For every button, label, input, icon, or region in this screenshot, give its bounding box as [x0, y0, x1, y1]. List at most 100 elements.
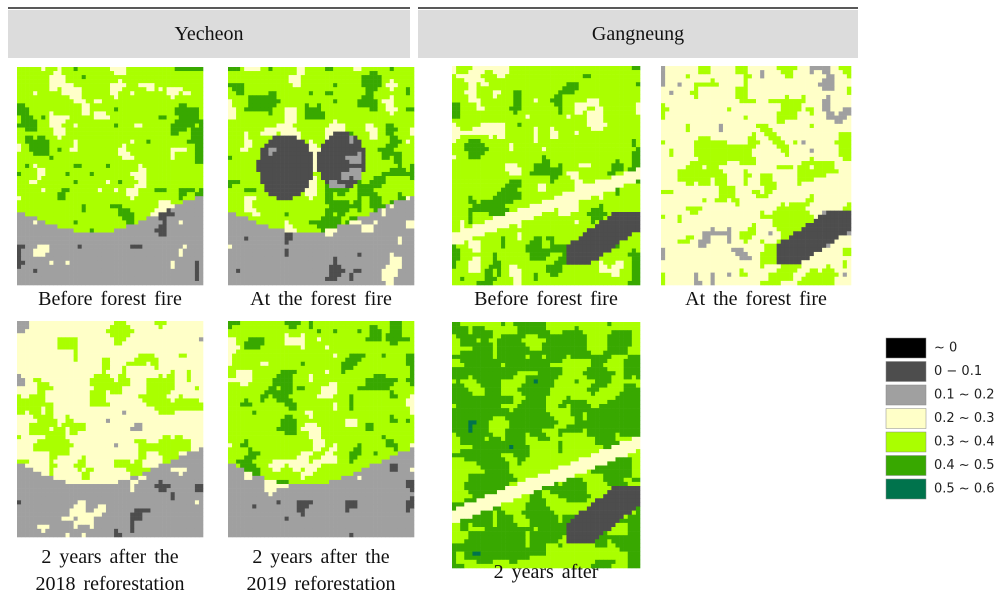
map-pixel — [345, 152, 349, 156]
map-pixel — [272, 148, 276, 152]
map-pixel — [33, 184, 37, 188]
map-pixel — [195, 148, 199, 152]
map-pixel — [232, 188, 236, 192]
map-pixel — [154, 273, 158, 277]
map-pixel — [357, 144, 361, 148]
map-pixel — [187, 257, 191, 261]
map-pixel — [285, 160, 289, 164]
map-pixel — [78, 148, 82, 152]
map-pixel — [171, 144, 175, 148]
map-pixel — [163, 124, 167, 128]
map-pixel — [345, 196, 349, 200]
map-pixel — [382, 128, 386, 132]
map-pixel — [86, 237, 90, 241]
map-image — [17, 67, 203, 285]
map-pixel — [289, 75, 293, 79]
map-pixel — [98, 176, 102, 180]
map-pixel — [410, 75, 414, 79]
map-pixel — [370, 136, 374, 140]
map-pixel — [353, 140, 357, 144]
map-pixel — [94, 261, 98, 265]
map-pixel — [74, 180, 78, 184]
map-pixel — [353, 160, 357, 164]
map-pixel — [317, 136, 321, 140]
map-pixel — [154, 83, 158, 87]
map-pixel — [382, 124, 386, 128]
map-pixel — [195, 107, 199, 111]
map-pixel — [365, 216, 369, 220]
map-pixel — [74, 83, 78, 87]
map-pixel — [297, 79, 301, 83]
map-pixel — [285, 192, 289, 196]
map-pixel — [33, 261, 37, 265]
map-pixel — [365, 253, 369, 257]
map-pixel — [321, 220, 325, 224]
map-pixel — [305, 216, 309, 220]
map-pixel — [333, 257, 337, 261]
map-pixel — [191, 257, 195, 261]
map-pixel — [70, 128, 74, 132]
map-pixel — [195, 269, 199, 273]
map-pixel — [167, 228, 171, 232]
map-pixel — [74, 99, 78, 103]
map-pixel — [256, 265, 260, 269]
map-pixel — [264, 200, 268, 204]
map-pixel — [289, 91, 293, 95]
map-pixel — [53, 95, 57, 99]
map-pixel — [402, 196, 406, 200]
map-pixel — [150, 79, 154, 83]
map-pixel — [130, 184, 134, 188]
map-pixel — [82, 156, 86, 160]
map-pixel — [134, 128, 138, 132]
map-pixel — [313, 87, 317, 91]
map-pixel — [357, 75, 361, 79]
map-pixel — [398, 212, 402, 216]
map-pixel — [370, 237, 374, 241]
map-pixel — [66, 83, 70, 87]
map-pixel — [74, 224, 78, 228]
map-pixel — [378, 132, 382, 136]
map-pixel — [45, 204, 49, 208]
map-pixel — [70, 200, 74, 204]
map-pixel — [199, 103, 203, 107]
map-pixel — [365, 95, 369, 99]
map-pixel — [333, 269, 337, 273]
map-pixel — [126, 269, 130, 273]
map-pixel — [53, 216, 57, 220]
map-pixel — [33, 265, 37, 269]
map-pixel — [236, 220, 240, 224]
map-pixel — [353, 148, 357, 152]
map-pixel — [353, 71, 357, 75]
map-pixel — [53, 237, 57, 241]
map-pixel — [171, 128, 175, 132]
map-pixel — [195, 124, 199, 128]
map-pixel — [74, 281, 78, 285]
map-pixel — [41, 241, 45, 245]
map-pixel — [61, 277, 65, 281]
map-pixel — [154, 132, 158, 136]
map-pixel — [150, 269, 154, 273]
map-pixel — [361, 220, 365, 224]
map-pixel — [386, 216, 390, 220]
map-pixel — [110, 99, 114, 103]
map-pixel — [268, 160, 272, 164]
map-pixel — [353, 196, 357, 200]
map-pixel — [70, 148, 74, 152]
map-pixel — [195, 257, 199, 261]
map-pixel — [313, 257, 317, 261]
map-pixel — [163, 136, 167, 140]
map-pixel — [37, 208, 41, 212]
map-pixel — [110, 228, 114, 232]
map-pixel — [179, 91, 183, 95]
map-pixel — [70, 176, 74, 180]
map-pixel — [260, 245, 264, 249]
map-pixel — [159, 257, 163, 261]
map-pixel — [260, 87, 264, 91]
map-pixel — [321, 67, 325, 71]
map-pixel — [272, 140, 276, 144]
map-pixel — [74, 75, 78, 79]
map-pixel — [102, 144, 106, 148]
map-pixel — [146, 249, 150, 253]
map-pixel — [345, 79, 349, 83]
map-pixel — [94, 124, 98, 128]
